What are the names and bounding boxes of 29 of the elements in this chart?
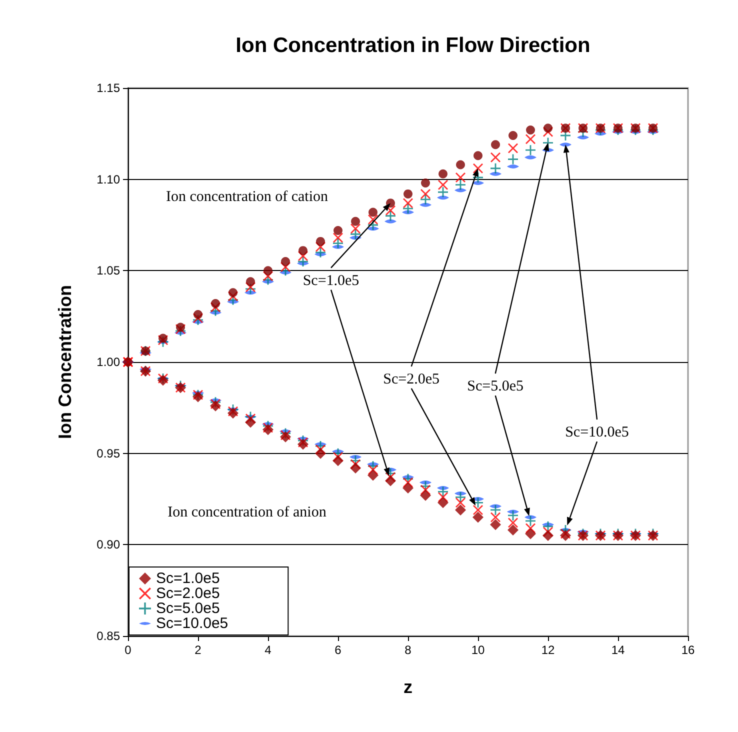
annotation: Sc=1.0e5	[302, 272, 360, 289]
y-tick-label: 0.85	[96, 629, 120, 643]
y-tick-label: 1.10	[96, 172, 120, 186]
annotation: Sc=5.0e5	[467, 378, 524, 395]
annotation: Ion concentration of anion	[168, 504, 327, 521]
annotation: Sc=10.0e5	[565, 424, 629, 441]
legend-label: Sc=1.0e5	[156, 570, 220, 587]
y-tick-label: 1.15	[96, 81, 120, 95]
x-axis-title: z	[404, 677, 412, 697]
annotation: Ion concentration of cation	[166, 188, 329, 205]
x-tick-label: 14	[611, 643, 625, 657]
y-tick-label: 1.05	[96, 264, 120, 278]
legend-label: Sc=10.0e5	[156, 615, 228, 632]
x-tick-label: 0	[124, 643, 132, 657]
y-tick-label: 1.00	[96, 355, 120, 369]
y-tick-label: 0.90	[96, 538, 120, 552]
x-tick-label: 12	[541, 643, 555, 657]
x-tick-label: 10	[471, 643, 485, 657]
y-tick-label: 0.95	[96, 446, 120, 460]
x-tick-label: 6	[334, 643, 342, 657]
x-tick-label: 16	[681, 643, 695, 657]
x-tick-label: 4	[264, 643, 272, 657]
chart-title: Ion Concentration in Flow Direction	[236, 34, 590, 57]
x-tick-label: 8	[404, 643, 412, 657]
legend-label: Sc=2.0e5	[156, 585, 220, 602]
legend-label: Sc=5.0e5	[156, 600, 220, 617]
x-tick-label: 2	[194, 643, 202, 657]
y-axis-title: Ion Concentration	[55, 285, 75, 439]
annotation: Sc=2.0e5	[383, 371, 440, 388]
